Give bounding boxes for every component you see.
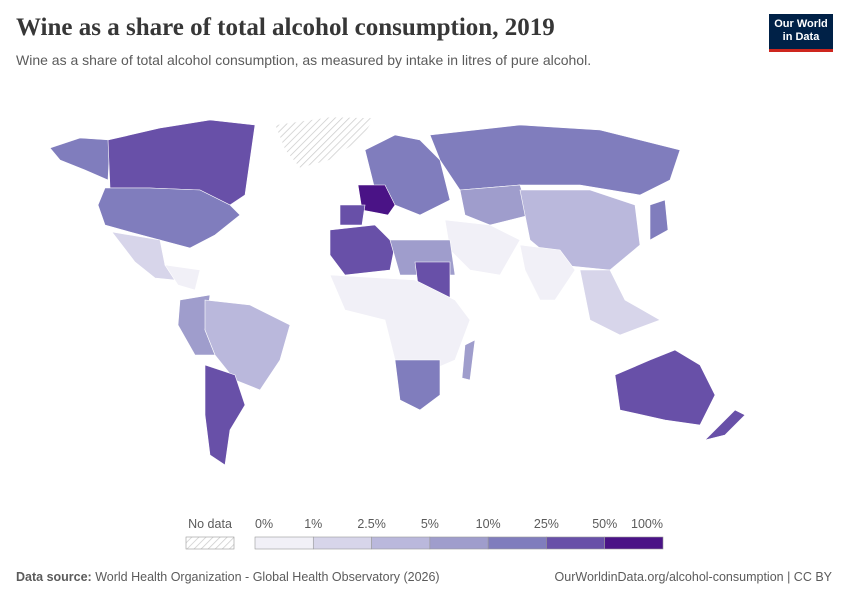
iberia[interactable] — [339, 204, 366, 226]
legend-tick-label: 100% — [631, 517, 663, 531]
legend-tick-label: 50% — [592, 517, 617, 531]
subtitle: Wine as a share of total alcohol consump… — [16, 52, 592, 68]
logo-line: in Data — [782, 31, 820, 43]
legend-swatch — [371, 536, 431, 550]
legend-tick-label: 2.5% — [357, 517, 386, 531]
source: Data source: World Health Organization -… — [16, 570, 440, 584]
source-text: World Health Organization - Global Healt… — [95, 570, 440, 584]
madagascar[interactable] — [461, 339, 476, 381]
central-america[interactable] — [164, 264, 201, 291]
alaska[interactable] — [49, 137, 111, 181]
legend-no-data-swatch — [185, 536, 235, 550]
source-label: Data source: — [16, 570, 92, 584]
countries — [49, 116, 746, 466]
legend-no-data-label: No data — [188, 517, 232, 531]
legend-tick-label: 10% — [476, 517, 501, 531]
australia[interactable] — [614, 349, 716, 426]
logo-line: Our World — [774, 18, 828, 30]
legend-swatch — [546, 536, 606, 550]
legend-tick-label: 0% — [255, 517, 273, 531]
legend-tick-label: 1% — [304, 517, 322, 531]
russia[interactable] — [429, 124, 681, 196]
legend-swatch — [604, 536, 664, 550]
legend-swatch — [312, 536, 372, 550]
brazil[interactable] — [204, 299, 291, 391]
legend-swatch — [429, 536, 489, 550]
japan[interactable] — [649, 199, 669, 241]
map: No data 0% 1% 2.5% 5% 10% 25% 50% 100% — [49, 116, 746, 550]
legend: No data 0% 1% 2.5% 5% 10% 25% 50% 100% — [185, 517, 664, 550]
url[interactable]: OurWorldinData.org/alcohol-consumption |… — [554, 570, 832, 584]
argentina-chile[interactable] — [204, 364, 246, 466]
southern-africa[interactable] — [394, 359, 441, 411]
middle-east[interactable] — [444, 219, 521, 276]
new-zealand[interactable] — [704, 409, 746, 441]
legend-swatch — [487, 536, 547, 550]
central-asia[interactable] — [459, 184, 531, 226]
north-africa[interactable] — [329, 224, 396, 276]
title: Wine as a share of total alcohol consump… — [16, 14, 555, 41]
logo[interactable]: Our World in Data — [769, 14, 833, 52]
legend-swatch — [254, 536, 314, 550]
legend-tick-label: 5% — [421, 517, 439, 531]
greenland[interactable] — [274, 116, 376, 169]
legend-tick-label: 25% — [534, 517, 559, 531]
india[interactable] — [519, 244, 576, 301]
southeast-asia[interactable] — [579, 269, 661, 336]
usa[interactable] — [97, 187, 241, 249]
